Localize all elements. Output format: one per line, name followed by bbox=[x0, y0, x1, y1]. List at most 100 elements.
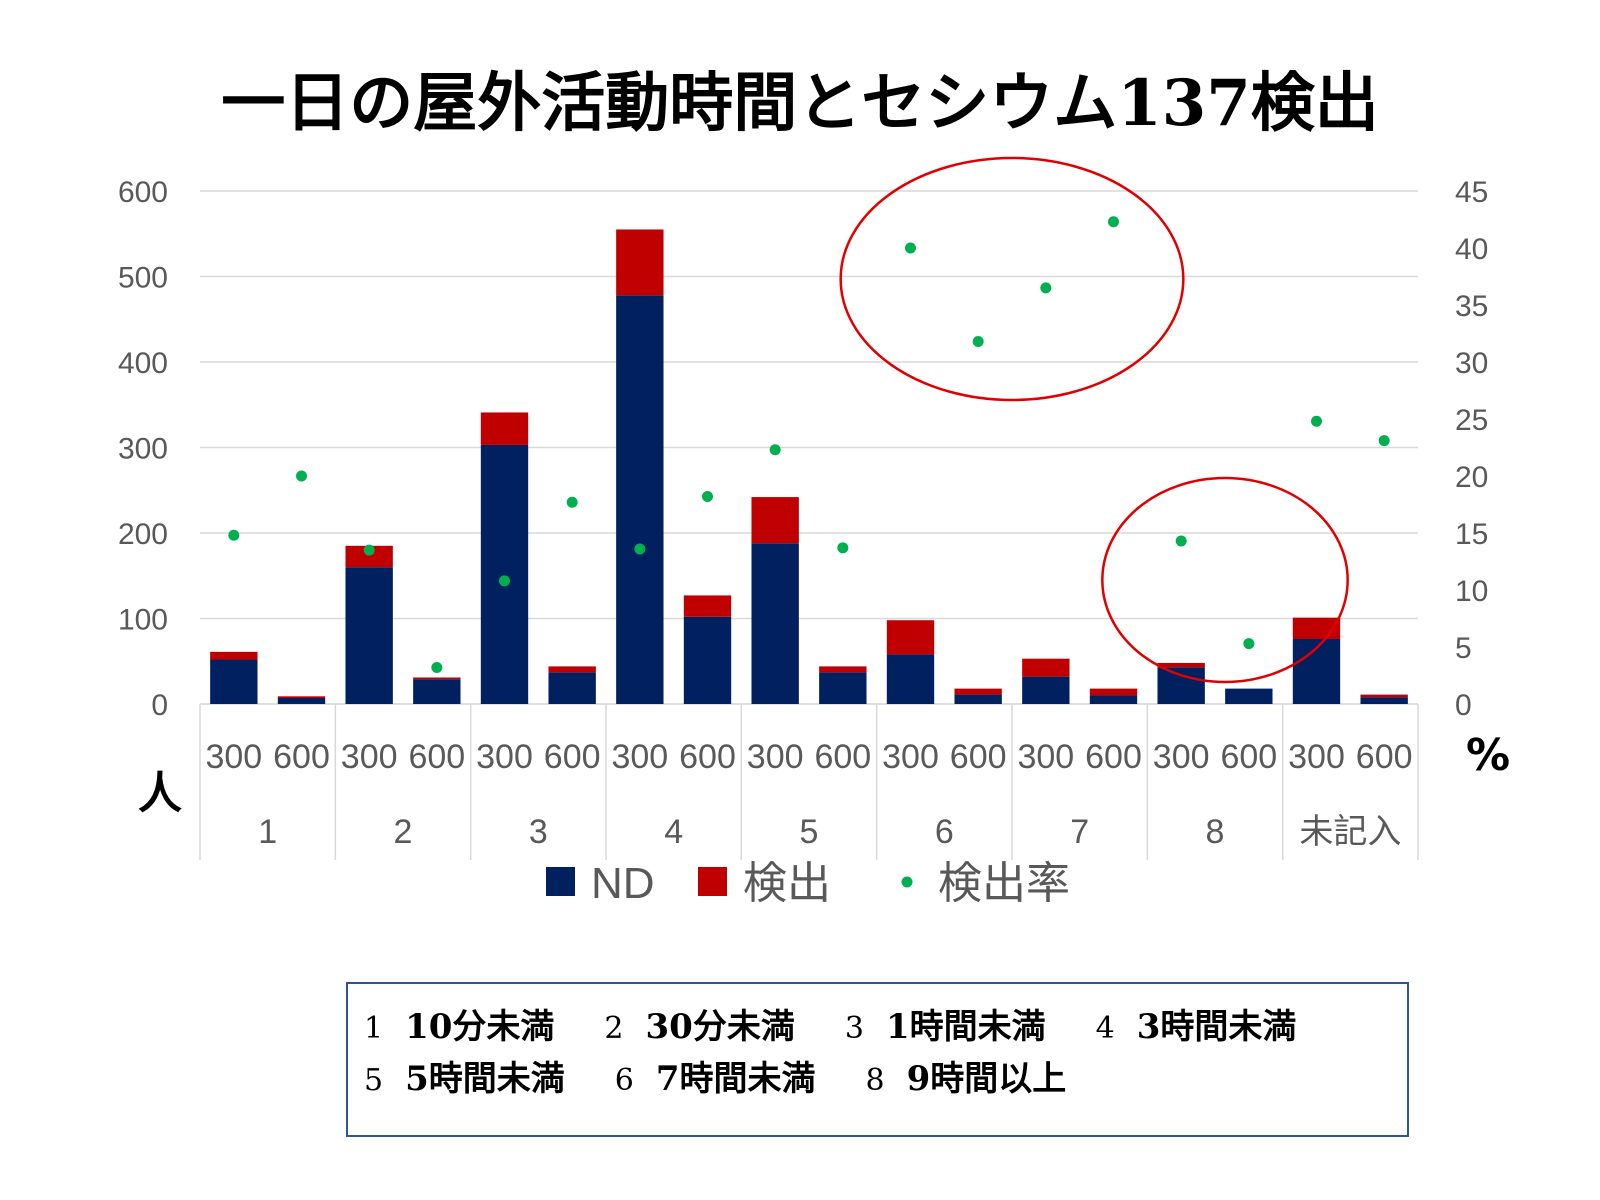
x-sub-label: 300 bbox=[1288, 738, 1345, 776]
x-sub-label: 600 bbox=[408, 738, 465, 776]
key-item: 2 30分未満 bbox=[604, 1002, 794, 1054]
x-sub-label: 300 bbox=[1017, 738, 1074, 776]
bar-nd bbox=[886, 654, 935, 704]
rate-point bbox=[1175, 535, 1187, 547]
bar-nd bbox=[210, 659, 258, 704]
y-tick-label: 300 bbox=[118, 433, 168, 466]
key-number: 2 bbox=[604, 1011, 624, 1046]
bar-detected bbox=[954, 688, 1002, 695]
y-tick-label: 100 bbox=[118, 604, 168, 637]
y2-tick-label: 45 bbox=[1455, 176, 1488, 209]
x-sub-label: 600 bbox=[1356, 738, 1413, 776]
rate-point bbox=[1108, 216, 1119, 228]
legend-swatch bbox=[698, 867, 727, 896]
x-sub-label: 300 bbox=[205, 738, 262, 776]
bar-detected bbox=[345, 545, 393, 568]
bar-nd bbox=[683, 616, 732, 704]
key-number: 4 bbox=[1095, 1011, 1115, 1046]
key-item: 5 5時間未満 bbox=[364, 1054, 565, 1106]
right-axis-unit: % bbox=[1466, 730, 1510, 781]
x-sub-label: 600 bbox=[679, 738, 736, 776]
legend-label: ND bbox=[591, 859, 655, 908]
x-sub-label: 300 bbox=[882, 738, 939, 776]
key-number: 3 bbox=[844, 1011, 864, 1046]
legend: ND 検出 検出率 bbox=[546, 859, 1070, 908]
x-sub-label: 300 bbox=[341, 738, 398, 776]
x-group-label: 1 bbox=[258, 813, 277, 851]
bar-nd bbox=[616, 295, 664, 704]
rate-point bbox=[972, 335, 984, 347]
bar-nd bbox=[819, 672, 867, 704]
bar-detected bbox=[277, 696, 326, 699]
y2-tick-label: 15 bbox=[1455, 518, 1488, 551]
bar-nd bbox=[954, 694, 1002, 704]
bar-detected bbox=[1360, 694, 1408, 698]
key-row: 1 10分未満 2 30分未満 3 1時間未満 4 3時間未満 bbox=[364, 1002, 1391, 1054]
key-number: 6 bbox=[614, 1063, 634, 1098]
bar-nd bbox=[1292, 639, 1341, 704]
highlight-ellipse bbox=[839, 156, 1185, 402]
x-sub-label: 600 bbox=[950, 738, 1007, 776]
bar-detected bbox=[1157, 662, 1205, 668]
time-category-key: 1 10分未満 2 30分未満 3 1時間未満 4 3時間未満 5 5時間未満 6 7時間未満 8 9時間… bbox=[346, 982, 1409, 1137]
bar-nd bbox=[548, 672, 596, 704]
legend-label: 検出率 bbox=[938, 859, 1070, 908]
y-tick-label: 600 bbox=[118, 176, 168, 209]
x-group-label: 6 bbox=[935, 813, 954, 851]
x-sub-label: 300 bbox=[611, 738, 668, 776]
bar-detected bbox=[819, 666, 867, 673]
rate-point bbox=[837, 542, 849, 554]
y2-tick-label: 30 bbox=[1455, 347, 1488, 380]
y2-tick-label: 20 bbox=[1455, 461, 1488, 494]
y-tick-label: 0 bbox=[151, 689, 168, 722]
key-label: 1時間未満 bbox=[885, 1007, 1046, 1047]
bar-detected bbox=[1089, 688, 1138, 696]
bar-nd bbox=[345, 567, 393, 704]
bar-detected bbox=[751, 497, 799, 544]
bars bbox=[210, 229, 1408, 704]
annotations bbox=[839, 156, 1349, 684]
rate-point bbox=[1040, 282, 1052, 294]
x-group-label: 4 bbox=[664, 813, 683, 851]
x-group-label: 5 bbox=[800, 813, 819, 851]
y2-tick-label: 40 bbox=[1455, 233, 1488, 266]
x-sub-label: 600 bbox=[1085, 738, 1142, 776]
key-item: 3 1時間未満 bbox=[845, 1002, 1046, 1054]
key-number: 1 bbox=[364, 1011, 384, 1046]
key-item: 6 7時間未満 bbox=[615, 1054, 816, 1106]
x-group-label: 3 bbox=[529, 813, 548, 851]
rate-point bbox=[296, 470, 307, 482]
rate-point bbox=[702, 491, 713, 503]
x-sub-label: 300 bbox=[1153, 738, 1210, 776]
rate-point bbox=[1243, 638, 1255, 650]
key-label: 7時間未満 bbox=[655, 1059, 816, 1099]
y2-tick-label: 5 bbox=[1455, 632, 1472, 665]
bar-detected bbox=[616, 229, 664, 296]
key-label: 5時間未満 bbox=[405, 1059, 565, 1099]
x-sub-label: 600 bbox=[273, 738, 330, 776]
key-label: 10分未満 bbox=[405, 1007, 555, 1047]
bar-nd bbox=[480, 444, 529, 704]
bar-nd bbox=[277, 698, 326, 704]
key-item: 8 9時間以上 bbox=[866, 1054, 1067, 1106]
key-number: 8 bbox=[865, 1063, 885, 1098]
rate-point bbox=[431, 662, 443, 674]
x-sub-label: 300 bbox=[747, 738, 804, 776]
x-group-label: 2 bbox=[394, 813, 413, 851]
y-tick-label: 200 bbox=[118, 518, 168, 551]
bar-nd bbox=[1022, 676, 1070, 704]
bar-detected bbox=[1022, 658, 1070, 677]
legend-swatch bbox=[901, 876, 913, 888]
rate-points bbox=[228, 216, 1390, 674]
x-group-label: 8 bbox=[1206, 813, 1225, 851]
rate-point bbox=[499, 575, 510, 587]
bar-detected bbox=[210, 651, 258, 660]
bar-nd bbox=[751, 543, 799, 704]
bar-nd bbox=[1225, 688, 1273, 704]
x-group-label: 未記入 bbox=[1299, 813, 1401, 851]
key-item: 1 10分未満 bbox=[364, 1002, 554, 1054]
bar-nd bbox=[413, 679, 461, 704]
x-sub-label: 600 bbox=[1220, 738, 1277, 776]
key-number: 5 bbox=[364, 1063, 384, 1098]
legend-swatch bbox=[546, 867, 575, 896]
